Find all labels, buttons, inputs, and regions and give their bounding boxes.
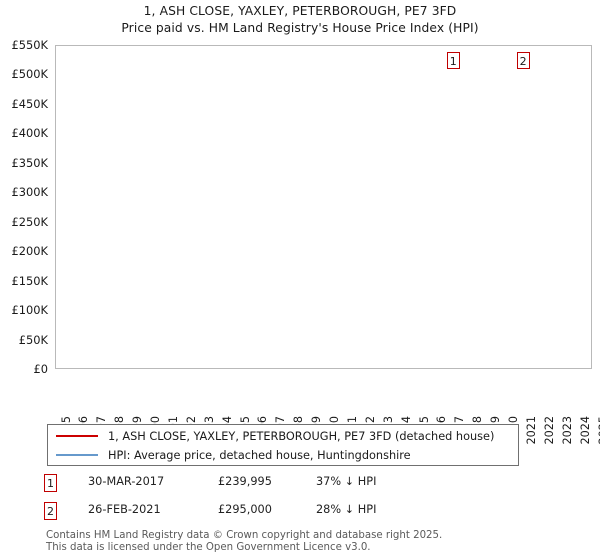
x-axis-tick-label: 2022 xyxy=(542,416,556,445)
legend-label-hpi: HPI: Average price, detached house, Hunt… xyxy=(108,448,411,462)
footer-line-1: Contains HM Land Registry data © Crown c… xyxy=(46,530,443,541)
y-axis-tick-label: £250K xyxy=(11,214,48,229)
transaction-hpi-delta: 37% ↓ HPI xyxy=(316,475,377,488)
y-axis-tick-label: £100K xyxy=(11,303,48,318)
legend-swatch-hpi xyxy=(56,454,98,456)
transaction-price: £239,995 xyxy=(218,475,272,488)
chart-legend: 1, ASH CLOSE, YAXLEY, PETERBOROUGH, PE7 … xyxy=(47,424,519,466)
legend-label-property: 1, ASH CLOSE, YAXLEY, PETERBOROUGH, PE7 … xyxy=(108,429,495,443)
legend-item-hpi: HPI: Average price, detached house, Hunt… xyxy=(56,445,411,465)
x-axis-tick-label: 2025 xyxy=(596,416,600,445)
transaction-row: 2 26-FEB-2021 £295,000 28% ↓ HPI xyxy=(44,502,504,524)
legend-item-property: 1, ASH CLOSE, YAXLEY, PETERBOROUGH, PE7 … xyxy=(56,426,494,446)
y-axis-tick-label: £50K xyxy=(18,332,48,347)
plot-frame xyxy=(55,45,592,369)
page-title: 1, ASH CLOSE, YAXLEY, PETERBOROUGH, PE7 … xyxy=(0,3,600,36)
y-axis-tick-label: £0 xyxy=(33,362,49,376)
transaction-date: 26-FEB-2021 xyxy=(88,503,161,516)
transaction-index-badge: 1 xyxy=(44,474,57,492)
transaction-hpi-delta: 28% ↓ HPI xyxy=(316,503,377,516)
transaction-price: £295,000 xyxy=(218,503,272,516)
y-axis-tick-label: £150K xyxy=(11,273,48,288)
y-axis-tick-label: £400K xyxy=(11,126,48,141)
x-axis-labels: 1995199619971998199920002001200220032004… xyxy=(55,372,600,444)
y-axis-tick-label: £300K xyxy=(11,185,48,200)
transaction-date: 30-MAR-2017 xyxy=(88,475,165,488)
x-axis-tick-label: 2023 xyxy=(560,416,574,445)
transaction-row: 1 30-MAR-2017 £239,995 37% ↓ HPI xyxy=(44,474,504,496)
chart-marker-badge: 2 xyxy=(516,52,530,69)
x-axis-tick-label: 2024 xyxy=(578,416,592,445)
y-axis-tick-label: £500K xyxy=(11,67,48,82)
y-axis-tick-label: £350K xyxy=(11,155,48,170)
y-axis-tick-label: £550K xyxy=(11,38,48,52)
x-axis-tick-label: 2021 xyxy=(524,416,538,445)
y-axis-labels: £0 £50K £100K £150K £200K £250K £300K £350K £400… xyxy=(0,38,52,376)
chart-marker-badge: 1 xyxy=(446,52,460,69)
y-axis-tick-label: £200K xyxy=(11,244,48,259)
footer-attribution: Contains HM Land Registry data © Crown c… xyxy=(46,530,566,553)
y-axis-tick-label: £450K xyxy=(11,96,48,111)
title-line-1: 1, ASH CLOSE, YAXLEY, PETERBOROUGH, PE7 … xyxy=(143,4,457,18)
title-line-2: Price paid vs. HM Land Registry's House … xyxy=(121,20,479,35)
legend-swatch-property xyxy=(56,435,98,437)
footer-line-2: This data is licensed under the Open Gov… xyxy=(46,541,371,553)
transaction-index-badge: 2 xyxy=(44,502,57,520)
